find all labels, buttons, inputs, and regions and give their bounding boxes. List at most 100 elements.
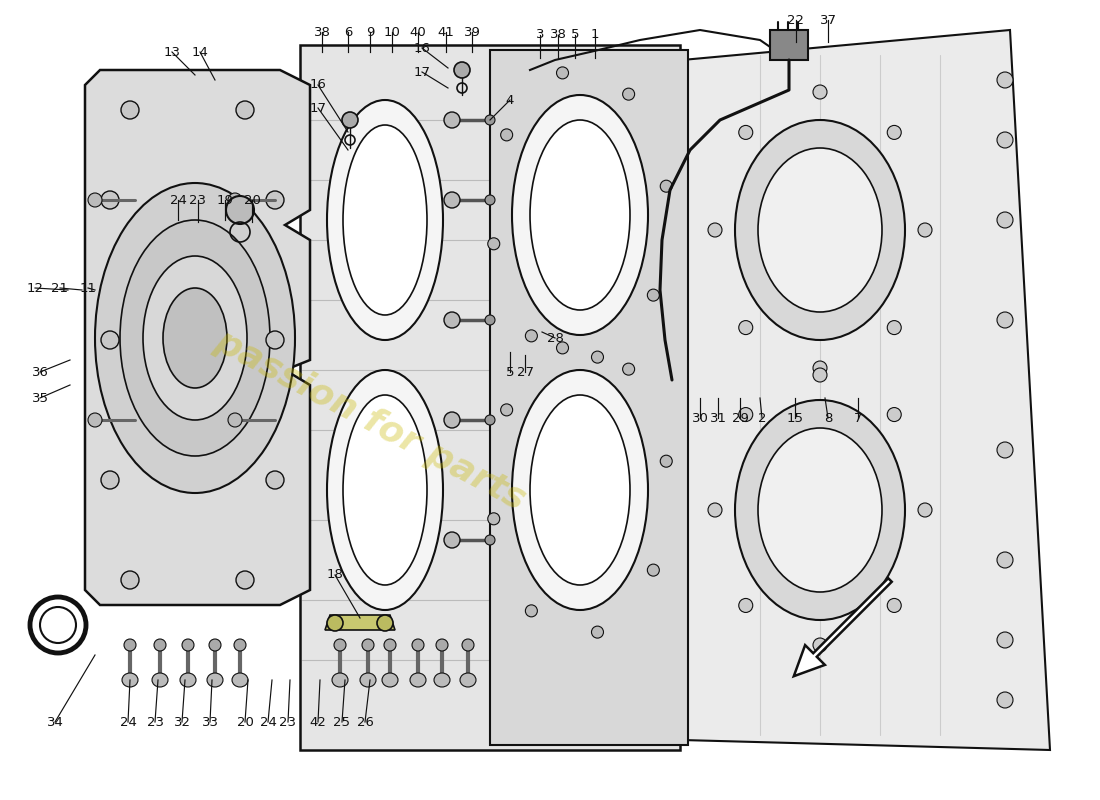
Text: 23: 23 (146, 715, 164, 729)
Text: 32: 32 (174, 715, 190, 729)
Text: 16: 16 (309, 78, 327, 91)
Ellipse shape (101, 471, 119, 489)
Ellipse shape (207, 673, 223, 687)
Text: 35: 35 (32, 391, 48, 405)
Ellipse shape (266, 191, 284, 209)
Ellipse shape (154, 639, 166, 651)
Ellipse shape (485, 195, 495, 205)
Ellipse shape (101, 331, 119, 349)
Ellipse shape (454, 62, 470, 78)
Ellipse shape (739, 321, 752, 334)
Ellipse shape (530, 395, 630, 585)
Ellipse shape (735, 400, 905, 620)
Ellipse shape (412, 639, 424, 651)
Ellipse shape (485, 415, 495, 425)
Ellipse shape (266, 471, 284, 489)
Ellipse shape (121, 101, 139, 119)
Ellipse shape (236, 101, 254, 119)
Ellipse shape (997, 552, 1013, 568)
Text: 19: 19 (217, 194, 233, 206)
Ellipse shape (918, 223, 932, 237)
Text: 14: 14 (191, 46, 208, 58)
Text: 5: 5 (571, 29, 580, 42)
Ellipse shape (343, 395, 427, 585)
Text: 25: 25 (333, 715, 351, 729)
Ellipse shape (266, 331, 284, 349)
Ellipse shape (918, 503, 932, 517)
Ellipse shape (332, 673, 348, 687)
Ellipse shape (234, 639, 246, 651)
Text: 39: 39 (463, 26, 481, 38)
Text: 26: 26 (356, 715, 373, 729)
Ellipse shape (813, 368, 827, 382)
PathPatch shape (300, 45, 680, 750)
PathPatch shape (490, 50, 688, 745)
PathPatch shape (324, 615, 395, 630)
Ellipse shape (410, 673, 426, 687)
Text: 9: 9 (366, 26, 374, 38)
Text: 33: 33 (201, 715, 219, 729)
Ellipse shape (485, 535, 495, 545)
Ellipse shape (120, 220, 270, 456)
Ellipse shape (708, 503, 722, 517)
Ellipse shape (152, 673, 168, 687)
PathPatch shape (85, 70, 310, 605)
Ellipse shape (143, 256, 248, 420)
Ellipse shape (334, 639, 346, 651)
Text: 34: 34 (46, 715, 64, 729)
Text: 42: 42 (309, 715, 327, 729)
Ellipse shape (362, 639, 374, 651)
Ellipse shape (121, 571, 139, 589)
Text: 41: 41 (438, 26, 454, 38)
Ellipse shape (327, 100, 443, 340)
Ellipse shape (342, 112, 358, 128)
Ellipse shape (163, 288, 227, 388)
Text: 23: 23 (279, 715, 297, 729)
Ellipse shape (660, 180, 672, 192)
Text: 22: 22 (788, 14, 804, 26)
Text: 40: 40 (409, 26, 427, 38)
Text: 12: 12 (26, 282, 44, 294)
Ellipse shape (236, 571, 254, 589)
Ellipse shape (444, 412, 460, 428)
Text: 7: 7 (854, 411, 862, 425)
Ellipse shape (758, 428, 882, 592)
Ellipse shape (997, 312, 1013, 328)
Ellipse shape (180, 673, 196, 687)
Ellipse shape (592, 351, 604, 363)
Ellipse shape (557, 342, 569, 354)
Ellipse shape (485, 115, 495, 125)
Text: 29: 29 (732, 411, 748, 425)
Ellipse shape (708, 223, 722, 237)
Text: 17: 17 (309, 102, 327, 114)
Ellipse shape (124, 639, 136, 651)
Ellipse shape (444, 532, 460, 548)
Text: 37: 37 (820, 14, 836, 26)
Text: 8: 8 (824, 411, 833, 425)
Ellipse shape (487, 513, 499, 525)
Text: 17: 17 (414, 66, 430, 78)
PathPatch shape (682, 30, 1050, 750)
Ellipse shape (739, 407, 752, 422)
Text: 2: 2 (758, 411, 767, 425)
Ellipse shape (228, 193, 242, 207)
Ellipse shape (623, 363, 635, 375)
Ellipse shape (647, 564, 659, 576)
Text: 13: 13 (164, 46, 180, 58)
Ellipse shape (460, 673, 476, 687)
Text: 20: 20 (243, 194, 261, 206)
Text: 38: 38 (550, 29, 566, 42)
Ellipse shape (735, 120, 905, 340)
Ellipse shape (436, 639, 448, 651)
Ellipse shape (888, 321, 901, 334)
Text: 16: 16 (414, 42, 430, 54)
Ellipse shape (526, 330, 538, 342)
Ellipse shape (997, 72, 1013, 88)
Ellipse shape (327, 615, 343, 631)
Ellipse shape (327, 370, 443, 610)
Ellipse shape (343, 125, 427, 315)
Text: 11: 11 (79, 282, 97, 294)
Ellipse shape (813, 638, 827, 652)
Text: 21: 21 (52, 282, 68, 294)
Text: 5: 5 (506, 366, 515, 378)
